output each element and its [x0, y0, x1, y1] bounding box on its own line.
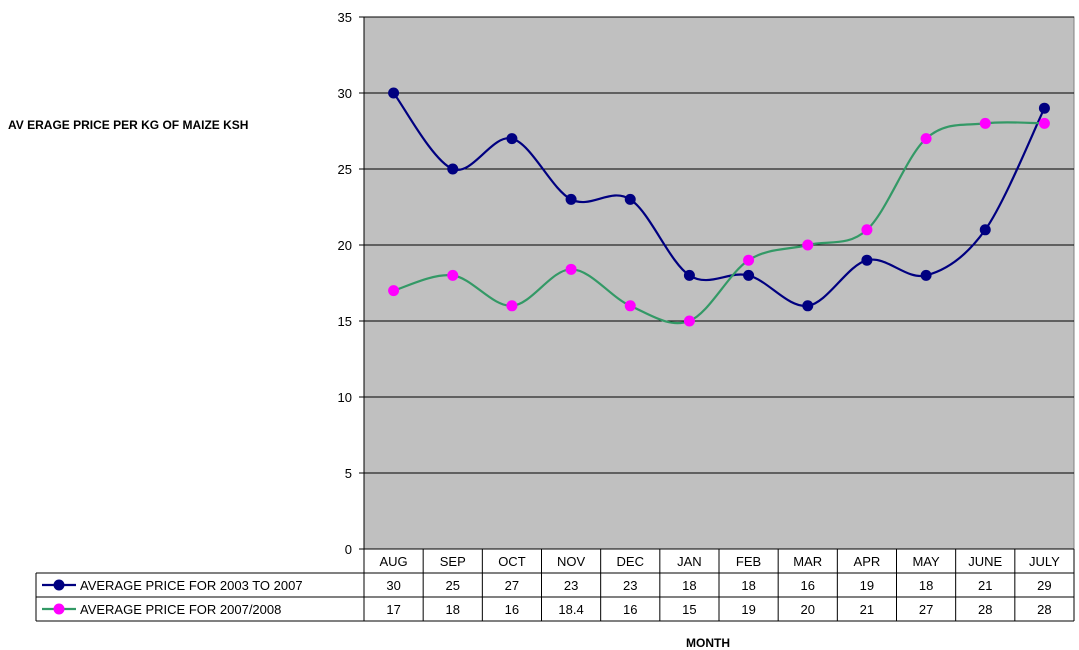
table-value-cell: 29 [1037, 578, 1051, 593]
table-value-cell: 23 [564, 578, 578, 593]
series-2-point [979, 117, 991, 129]
table-value-cell: 17 [386, 602, 400, 617]
series-1-point [683, 269, 695, 281]
x-category-label: OCT [498, 554, 526, 569]
series-2-point [447, 269, 459, 281]
table-value-cell: 18 [919, 578, 933, 593]
x-category-label: APR [854, 554, 881, 569]
series-line-1 [392, 92, 1046, 307]
series-1-point [861, 254, 873, 266]
series-2-point [802, 239, 814, 251]
series-1-point [624, 193, 636, 205]
x-category-label: JUNE [968, 554, 1002, 569]
y-tick-label: 15 [338, 314, 352, 329]
series-2-point [1038, 117, 1050, 129]
table-value-cell: 16 [505, 602, 519, 617]
x-category-label: MAY [912, 554, 940, 569]
table-value-cell: 16 [623, 602, 637, 617]
series-2-point [624, 300, 636, 312]
y-tick-label: 5 [345, 466, 352, 481]
y-tick-label: 10 [338, 390, 352, 405]
series-1-point [1038, 102, 1050, 114]
table-value-cell: 18 [682, 578, 696, 593]
plot-area [363, 16, 1075, 550]
table-value-cell: 27 [919, 602, 933, 617]
y-tick-label: 30 [338, 86, 352, 101]
series-1-point [565, 193, 577, 205]
table-value-cell: 23 [623, 578, 637, 593]
y-axis-title: AV ERAGE PRICE PER KG OF MAIZE KSH [8, 118, 249, 132]
series-2-point [743, 254, 755, 266]
x-category-label: DEC [617, 554, 644, 569]
x-category-label: AUG [379, 554, 407, 569]
series-2-point [388, 285, 400, 297]
legend-label-1: AVERAGE PRICE FOR 2003 TO 2007 [80, 578, 303, 593]
table-value-cell: 20 [801, 602, 815, 617]
table-value-cell: 15 [682, 602, 696, 617]
series-1-point [979, 224, 991, 236]
series-1-point [388, 87, 400, 99]
series-2-point [683, 315, 695, 327]
series-1-point [802, 300, 814, 312]
x-category-label: SEP [440, 554, 466, 569]
series-2-point [565, 263, 577, 275]
y-tick-label: 25 [338, 162, 352, 177]
table-value-cell: 18 [741, 578, 755, 593]
legend-label-2: AVERAGE PRICE FOR 2007/2008 [80, 602, 281, 617]
x-axis-title: MONTH [686, 636, 730, 650]
y-tick-label: 35 [338, 10, 352, 25]
table-value-cell: 30 [386, 578, 400, 593]
legend-marker-2 [53, 603, 65, 615]
series-1-point [447, 163, 459, 175]
table-value-cell: 18.4 [558, 602, 583, 617]
series-1-point [506, 133, 518, 145]
table-value-cell: 21 [978, 578, 992, 593]
legend-marker-1 [53, 579, 65, 591]
table-value-cell: 19 [860, 578, 874, 593]
series-2-point [506, 300, 518, 312]
y-tick-label: 20 [338, 238, 352, 253]
x-category-label: JULY [1029, 554, 1060, 569]
series-2-point [861, 224, 873, 236]
table-value-cell: 28 [978, 602, 992, 617]
series-1-point [743, 269, 755, 281]
series-1-point [920, 269, 932, 281]
table-value-cell: 28 [1037, 602, 1051, 617]
x-category-label: MAR [793, 554, 822, 569]
table-value-cell: 25 [446, 578, 460, 593]
series-2-point [920, 133, 932, 145]
table-value-cell: 27 [505, 578, 519, 593]
table-value-cell: 18 [446, 602, 460, 617]
table-value-cell: 21 [860, 602, 874, 617]
table-value-cell: 19 [741, 602, 755, 617]
x-category-label: JAN [677, 554, 702, 569]
x-category-label: NOV [557, 554, 586, 569]
x-category-label: FEB [736, 554, 761, 569]
y-tick-label: 0 [345, 542, 352, 557]
table-value-cell: 16 [801, 578, 815, 593]
